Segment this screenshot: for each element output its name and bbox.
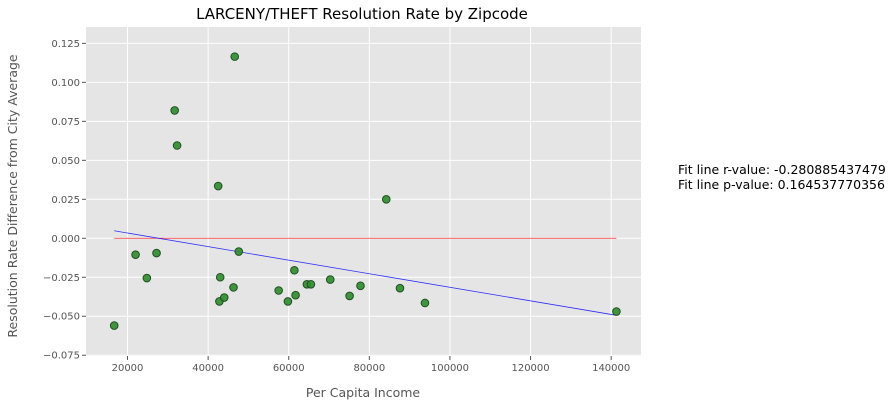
y-axis-ticks: −0.075 −0.050 −0.025 0.000 0.025 0.050 0.075 0.… (43, 39, 86, 362)
data-point (172, 141, 182, 150)
x-tick-label: 80000 (353, 363, 385, 374)
y-tick-label: −0.050 (43, 312, 80, 323)
data-point (356, 281, 365, 291)
plot-area (86, 27, 641, 356)
data-point (381, 194, 391, 204)
x-axis-label: Per Capita Income (306, 385, 421, 400)
reference-lines (114, 230, 617, 316)
y-tick-label: 0.075 (51, 117, 80, 128)
data-point (345, 291, 354, 301)
y-tick-label: 0.025 (51, 195, 80, 206)
fit-p-value: Fit line p-value: 0.164537770356 (678, 177, 885, 192)
y-tick-label: 0.000 (51, 234, 80, 245)
x-tick-label: 100000 (431, 363, 469, 374)
x-tick-label: 60000 (273, 363, 305, 374)
x-axis-ticks: 20000 40000 60000 80000 100000 120000 140000 (112, 356, 630, 374)
data-point (142, 273, 152, 283)
data-point (395, 283, 405, 293)
data-point (612, 307, 621, 316)
fit-line (114, 230, 617, 316)
data-point (229, 283, 238, 292)
data-point (274, 286, 283, 295)
data-point (290, 265, 299, 275)
y-tick-label: 0.100 (51, 78, 80, 89)
data-point (420, 298, 430, 308)
data-point (230, 52, 240, 61)
data-point (131, 250, 140, 259)
y-tick-label: −0.025 (43, 273, 80, 284)
data-point (152, 248, 161, 258)
data-point (219, 293, 229, 302)
data-point (234, 247, 244, 256)
x-tick-label: 40000 (192, 363, 224, 374)
x-tick-label: 20000 (112, 363, 144, 374)
y-tick-label: 0.125 (51, 39, 80, 50)
chart-title: LARCENY/THEFT Resolution Rate by Zipcode (196, 5, 528, 23)
fit-r-value: Fit line r-value: -0.280885437479 (678, 162, 886, 177)
y-tick-label: 0.050 (51, 156, 80, 167)
data-point (213, 181, 223, 191)
data-points (109, 52, 621, 330)
data-point (306, 279, 316, 289)
data-point (291, 290, 300, 300)
data-point (109, 321, 119, 330)
x-tick-label: 120000 (511, 363, 549, 374)
y-tick-label: −0.075 (43, 351, 80, 362)
y-axis-label: Resolution Rate Difference from City Ave… (5, 54, 20, 338)
data-point (170, 106, 179, 115)
x-tick-label: 140000 (592, 363, 630, 374)
data-point (215, 272, 225, 282)
data-point (283, 297, 293, 306)
data-point (325, 275, 335, 284)
